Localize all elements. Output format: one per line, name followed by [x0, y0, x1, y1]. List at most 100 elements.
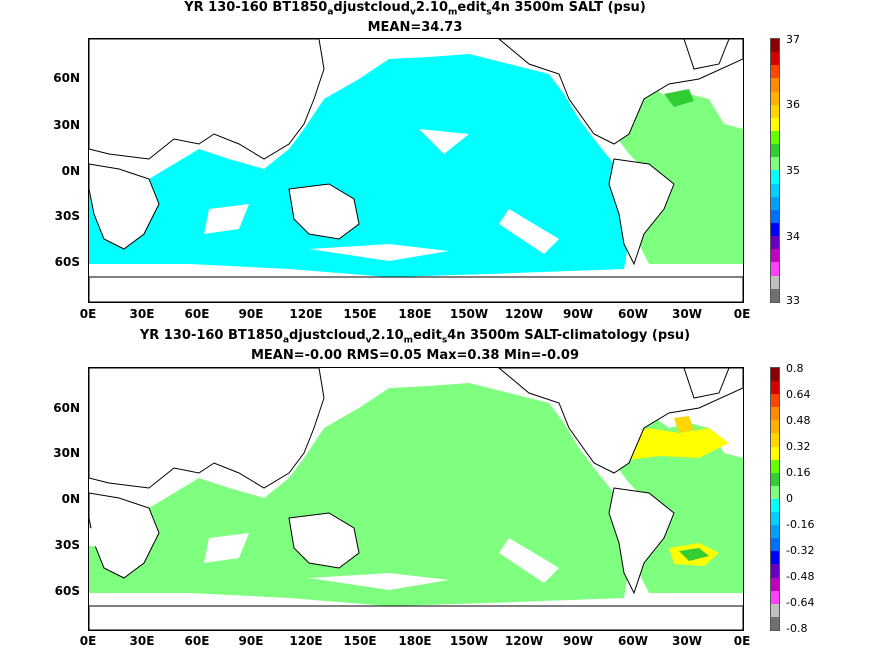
map2-colorbar-tick: 0.32: [786, 440, 811, 453]
map1-lon-label: 30E: [129, 307, 155, 321]
colorbar-segment: [771, 433, 779, 447]
map2-lat-label: 60S: [54, 584, 80, 598]
colorbar-segment: [771, 196, 779, 210]
colorbar-segment: [771, 117, 779, 131]
map2-colorbar-tick: 0.8: [786, 362, 804, 375]
map2-south-atlantic-core: [679, 548, 709, 561]
map2-lon-label: 90E: [238, 634, 264, 648]
map2-lon-label: 30E: [129, 634, 155, 648]
map1-continents: [89, 39, 743, 302]
colorbar-segment: [771, 144, 779, 158]
colorbar-segment: [771, 39, 779, 53]
map1-lon-label: 30W: [672, 307, 702, 321]
map2-lon-label: 180E: [398, 634, 432, 648]
map2-colorbar-tick: 0.64: [786, 388, 811, 401]
map2-lon-label: 150E: [343, 634, 377, 648]
map2-colorbar: [770, 367, 780, 631]
map1-lon-label: 60W: [618, 307, 648, 321]
colorbar-segment: [771, 381, 779, 395]
map2-lon-label: 150W: [449, 634, 489, 648]
colorbar-segment: [771, 78, 779, 92]
map2-south-america: [608, 487, 675, 595]
map1-shallow-gaps: [204, 129, 559, 261]
map1-antarctica: [89, 276, 743, 302]
map2-lon-label: 120W: [504, 634, 544, 648]
map2-lat-label: 0N: [61, 492, 80, 506]
colorbar-segment: [771, 288, 779, 302]
colorbar-segment: [771, 52, 779, 66]
map2-colorbar-tick: 0.48: [786, 414, 811, 427]
map1-colorbar-tick: 36: [786, 98, 800, 111]
map2-lat-label: 30S: [54, 538, 80, 552]
colorbar-segment: [771, 183, 779, 197]
map2-colorbar-tick: -0.64: [786, 596, 815, 609]
map2-colorbar-tick: -0.8: [786, 622, 808, 635]
colorbar-segment: [771, 485, 779, 499]
map2-colorbar-tick: -0.16: [786, 518, 815, 531]
map1-lon-label: 0E: [733, 307, 751, 321]
map2-eurasia: [89, 368, 325, 489]
map2-colorbar-tick: 0: [786, 492, 793, 505]
map1-colorbar-tick: 34: [786, 230, 800, 243]
map1-africa: [89, 163, 160, 250]
colorbar-segment: [771, 130, 779, 145]
colorbar-segment: [771, 498, 779, 513]
colorbar-segment: [771, 222, 779, 237]
map2-north-america: [498, 368, 743, 474]
map1-lon-label: 120W: [504, 307, 544, 321]
colorbar-segment: [771, 551, 779, 565]
colorbar-segment: [771, 275, 779, 289]
map2-antarctica: [89, 605, 743, 630]
colorbar-segment: [771, 407, 779, 421]
map1-colorbar: [770, 38, 780, 303]
map2-lon-label: 30W: [672, 634, 702, 648]
map1-lat-label: 30S: [54, 209, 80, 223]
colorbar-segment: [771, 525, 779, 539]
map2-plot: [88, 367, 744, 631]
colorbar-segment: [771, 420, 779, 434]
colorbar-segment: [771, 65, 779, 79]
map1-australia: [288, 183, 360, 240]
map2-colorbar-tick: -0.32: [786, 544, 815, 557]
map2-north-atlantic-anomaly: [619, 428, 729, 460]
map1-lon-label: 120E: [289, 307, 323, 321]
map1-atlantic-high-patch: [664, 89, 694, 107]
map2-lon-label: 60E: [184, 634, 210, 648]
map2-continents: [89, 368, 743, 630]
map2-lon-label: 60W: [618, 634, 648, 648]
map2-colorbar-tick: -0.48: [786, 570, 815, 583]
map1-lat-label: 60N: [53, 71, 80, 85]
map1-colorbar-tick: 37: [786, 33, 800, 46]
map2-lat-label: 60N: [53, 401, 80, 415]
colorbar-segment: [771, 590, 779, 604]
colorbar-segment: [771, 170, 779, 184]
map1-lon-label: 90E: [238, 307, 264, 321]
map1-lat-label: 60S: [54, 255, 80, 269]
map1-lat-label: 30N: [53, 118, 80, 132]
map2-greenland: [683, 368, 730, 399]
map1-south-america: [608, 158, 675, 266]
map1-lat-label: 0N: [61, 164, 80, 178]
map1-subtitle: MEAN=34.73: [367, 20, 463, 35]
map2-north-atlantic-peak: [674, 416, 694, 433]
colorbar-segment: [771, 564, 779, 578]
colorbar-segment: [771, 616, 779, 630]
colorbar-segment: [771, 472, 779, 486]
colorbar-segment: [771, 249, 779, 263]
colorbar-segment: [771, 236, 779, 250]
colorbar-segment: [771, 394, 779, 408]
colorbar-segment: [771, 603, 779, 617]
colorbar-segment: [771, 538, 779, 552]
map1-lon-label: 150W: [449, 307, 489, 321]
colorbar-segment: [771, 446, 779, 460]
map2-shallow-gaps: [89, 528, 559, 590]
map2-colorbar-tick: 0.16: [786, 466, 811, 479]
map2-australia: [288, 512, 360, 569]
map1-lon-label: 60E: [184, 307, 210, 321]
colorbar-segment: [771, 512, 779, 526]
colorbar-segment: [771, 577, 779, 591]
map1-lon-label: 0E: [79, 307, 97, 321]
map2-lon-label: 0E: [733, 634, 751, 648]
map1-lon-label: 180E: [398, 307, 432, 321]
map1-colorbar-tick: 35: [786, 164, 800, 177]
